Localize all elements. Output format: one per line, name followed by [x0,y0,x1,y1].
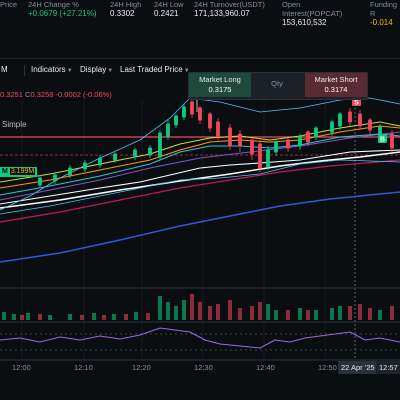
high-label: 24H High [110,0,142,9]
turnover-stat: 24H Turnover(USDT) 171,133,960.07 [194,0,265,19]
time-tick: 12:10 [74,363,93,372]
ohlc-close-label: C [25,90,31,99]
last-traded-price-button[interactable]: Last Traded Price▼ [120,65,190,74]
toolbar-separator [24,65,25,76]
ma-line-purple [0,131,400,201]
funding-stat: Funding R -0.014 [370,0,400,28]
change-stat: 24H Change % +0.0679 (+27.21%) [28,0,97,19]
time-axis: 12:00 12:10 12:20 12:30 12:40 12:50 22 A… [0,361,400,375]
display-label: Display [80,65,107,74]
sell-marker-text: S [354,100,359,107]
current-time-tag: 12:57 [376,361,400,374]
interval-label: M [1,65,8,74]
header-divider [0,58,400,59]
ma-line-orange [0,125,400,189]
high-stat: 24H High 0.3302 [110,0,141,19]
buy-marker-text: B [380,137,385,144]
oi-label-2: Interest(POPCAT) [282,9,343,18]
price-stat: Price [0,0,17,9]
volume-tag-value: 3.199M [9,168,36,175]
low-label: 24H Low [154,0,184,9]
market-long-label: Market Long [199,75,241,84]
interval-selector[interactable]: M [1,65,8,74]
indicators-button[interactable]: Indicators▼ [31,65,73,74]
display-button[interactable]: Display▼ [80,65,113,74]
oi-label: Open [282,0,301,9]
turnover-label: 24H Turnover(USDT) [194,0,265,9]
ohlc-low-value: 0.3251 [0,90,23,99]
chart-toolbar: M Indicators▼ Display▼ Last Traded Price… [0,63,400,79]
change-value: +0.0679 (+27.21%) [28,9,97,18]
last-traded-label: Last Traded Price [120,65,183,74]
market-short-label: Market Short [314,75,358,84]
indicators-label: Indicators [31,65,66,74]
candlesticks [38,100,394,188]
low-value: 0.2421 [154,9,179,18]
ma-line-white-2 [0,149,400,205]
oi-value: 153,610,532 [282,18,327,27]
time-tick: 12:50 [318,363,337,372]
ma-line-blue [0,191,400,263]
ma-line-white [0,151,400,209]
chevron-down-icon: ▼ [107,68,114,74]
ohlc-close-value: 0.3258 [30,90,54,99]
chart-mode-label[interactable]: Simple [2,120,27,129]
ticker-stats-bar: Price 24H Change % +0.0679 (+27.21%) 24H… [0,0,400,30]
time-tick: 12:20 [132,363,151,372]
volume-tag: M 3.199M [0,167,38,177]
band-lower [0,159,400,215]
oscillator-line [0,327,400,349]
ohlc-legend: 0.3251 C0.3258 -0.0002 (-0.06%) [0,90,112,99]
ohlc-change-value: -0.0002 (-0.06%) [55,90,112,99]
time-tick: 12:00 [12,363,31,372]
market-short-button[interactable]: Market Short 0.3174 [305,73,367,97]
quick-trade-panel: Market Long 0.3175 Qty Market Short 0.31… [188,72,368,100]
market-long-button[interactable]: Market Long 0.3175 [189,73,251,97]
funding-value: -0.014 [370,18,393,27]
high-value: 0.3302 [110,9,135,18]
ma-line-magenta [0,159,400,223]
low-stat: 24H Low 0.2421 [154,0,184,19]
market-long-price: 0.3175 [208,85,232,94]
ma-line-cyan [0,133,400,196]
time-tick: 12:30 [194,363,213,372]
volume-tag-prefix: M [2,168,8,175]
open-interest-stat: Open Interest(POPCAT) 153,610,532 [282,0,342,28]
turnover-value: 171,133,960.07 [194,9,250,18]
qty-input[interactable]: Qty [271,79,283,88]
time-tick: 12:40 [256,363,275,372]
crosshair-date-tag: 22 Apr '25 [338,361,378,374]
price-label: Price [0,0,18,9]
funding-label: Funding R [370,0,398,18]
chevron-down-icon: ▼ [183,68,190,74]
buy-marker[interactable] [378,134,387,143]
market-short-price: 0.3174 [324,85,348,94]
change-label: 24H Change % [28,0,79,9]
volume-bars [2,294,394,320]
chevron-down-icon: ▼ [66,68,73,74]
ma-line-lime [0,121,400,183]
